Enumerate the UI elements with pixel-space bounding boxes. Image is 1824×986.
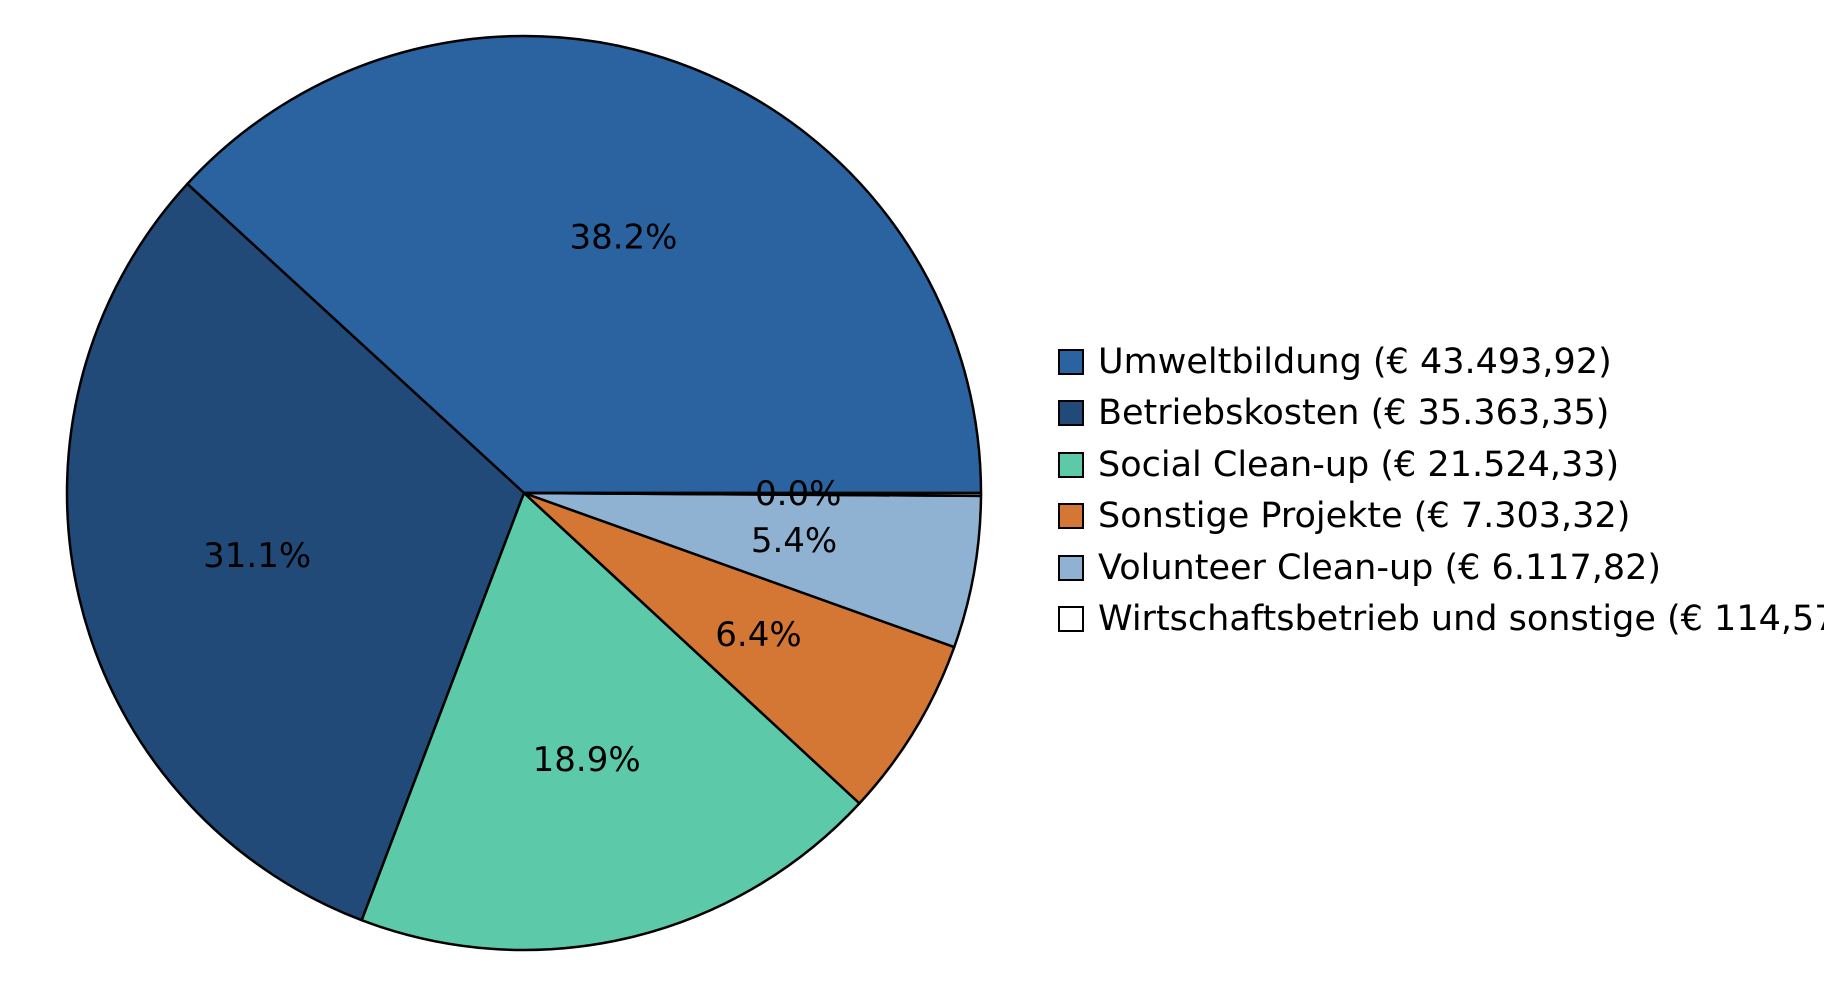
legend-item: Umweltbildung (€ 43.493,92) [1058,336,1824,388]
pie-slice [65,182,526,922]
legend-label: Wirtschaftsbetrieb und sonstige (€ 114,5… [1098,599,1824,640]
slice-percent-label: 31.1% [203,536,311,576]
legend-label: Sonstige Projekte (€ 7.303,32) [1098,496,1631,537]
pie-chart: 38.2% 31.1% 18.9% 6.4% 5.4% 0.0% [65,34,983,952]
legend-label: Umweltbildung (€ 43.493,92) [1098,341,1612,382]
slice-percent-label: 0.0% [755,474,841,514]
pie-slice [360,491,861,952]
legend-item: Sonstige Projekte (€ 7.303,32) [1058,491,1824,543]
legend-swatch [1058,606,1084,633]
pie-slice [522,491,983,649]
legend-item: Social Clean-up (€ 21.524,33) [1058,439,1824,491]
legend-item: Wirtschaftsbetrieb und sonstige (€ 114,5… [1058,594,1824,646]
pie-slice [522,491,983,498]
legend-swatch [1058,400,1084,427]
legend-swatch [1058,348,1084,375]
legend-item: Volunteer Clean-up (€ 6.117,82) [1058,542,1824,594]
slice-percent-label: 5.4% [751,521,837,561]
legend: Umweltbildung (€ 43.493,92) Betriebskoste… [1058,336,1824,645]
legend-swatch [1058,451,1084,478]
pie-slice [186,34,983,495]
pie-slice [522,491,956,805]
slice-percent-label: 6.4% [715,615,801,655]
legend-label: Betriebskosten (€ 35.363,35) [1098,393,1610,434]
legend-swatch [1058,503,1084,530]
legend-swatch [1058,554,1084,581]
legend-label: Volunteer Clean-up (€ 6.117,82) [1098,547,1662,588]
slice-percent-label: 38.2% [569,217,677,257]
legend-item: Betriebskosten (€ 35.363,35) [1058,388,1824,440]
slice-percent-label: 18.9% [533,740,641,780]
legend-label: Social Clean-up (€ 21.524,33) [1098,444,1620,485]
